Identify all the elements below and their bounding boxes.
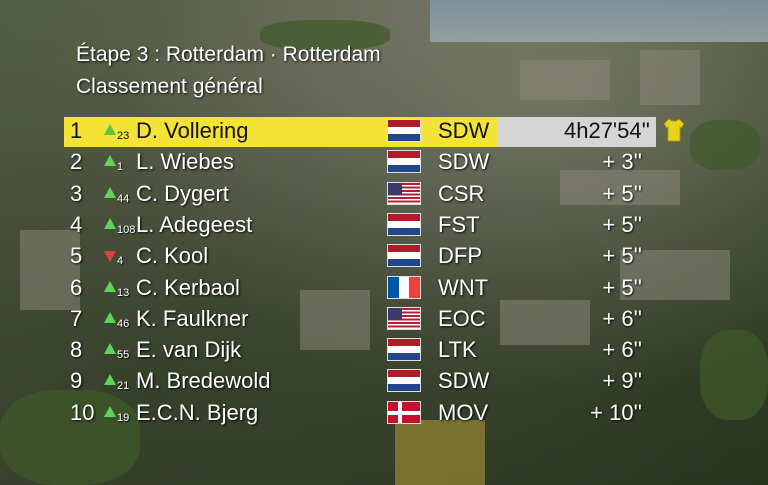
position-change: 1 <box>117 161 124 174</box>
team-code: SDW <box>438 118 490 143</box>
leader-time: 4h27'54'' <box>563 118 650 143</box>
flag-us-icon <box>387 181 421 205</box>
flag-dk-icon <box>387 400 421 424</box>
position-change: 4 <box>117 255 124 268</box>
building-block <box>560 170 680 205</box>
position: 1 <box>70 118 83 143</box>
flag-nl-icon <box>387 150 421 174</box>
position: 9 <box>70 368 83 394</box>
team-code: CSR <box>438 180 485 206</box>
leader-highlight-bar <box>64 117 498 147</box>
position: 10 <box>70 399 95 425</box>
arrow-up-icon <box>104 217 116 229</box>
arrow-up-icon <box>104 405 116 417</box>
river <box>430 0 768 42</box>
standing-row: 8 55 E. van Dijk LTK + 6'' <box>64 336 656 364</box>
team-code: FST <box>438 211 480 237</box>
time-gap: + 5'' <box>602 211 642 237</box>
building-block <box>300 290 370 350</box>
time-gap: + 6'' <box>602 305 642 331</box>
flag-nl-icon <box>387 369 421 393</box>
position-change: 19 <box>117 411 130 424</box>
arrow-up-icon <box>104 155 116 167</box>
tree-cluster <box>700 330 768 420</box>
time-gap: + 5'' <box>602 243 642 269</box>
time-gap: + 5'' <box>602 274 642 300</box>
building-block <box>620 250 730 300</box>
position: 8 <box>70 337 83 363</box>
position-change: 13 <box>117 286 130 299</box>
standing-row: 3 44 C. Dygert CSR + 5'' <box>64 180 656 208</box>
standing-row: 1 23 D. Vollering SDW 4h27'54'' <box>64 117 656 147</box>
rider-name: C. Kool <box>136 243 209 269</box>
position-change: 23 <box>117 130 130 142</box>
classification-title: Classement général <box>76 75 263 98</box>
arrow-up-icon <box>104 374 116 386</box>
arrow-up-icon <box>104 186 116 198</box>
position-change: 21 <box>117 380 130 393</box>
rider-name: K. Faulkner <box>136 305 249 331</box>
position: 5 <box>70 243 83 269</box>
team-code: LTK <box>438 337 477 363</box>
building-block <box>20 230 80 310</box>
standing-row: 6 13 C. Kerbaol WNT + 5'' <box>64 274 656 302</box>
rider-name: L. Wiebes <box>136 149 234 175</box>
team-code: MOV <box>438 399 489 425</box>
rider-name: D. Vollering <box>136 118 249 143</box>
arrow-up-icon <box>104 124 116 135</box>
standing-row: 9 21 M. Bredewold SDW + 9'' <box>64 367 656 395</box>
time-gap: + 9'' <box>602 368 642 394</box>
standing-row: 7 46 K. Faulkner EOC + 6'' <box>64 305 656 333</box>
rider-name: C. Kerbaol <box>136 274 240 300</box>
position-change: 55 <box>117 349 130 362</box>
flag-nl-icon <box>387 119 421 142</box>
position: 3 <box>70 180 83 206</box>
building-block <box>395 420 485 485</box>
team-code: SDW <box>438 368 490 394</box>
flag-us-icon <box>387 306 421 330</box>
flag-nl-icon <box>387 338 421 362</box>
time-gap: + 5'' <box>602 180 642 206</box>
standing-row: 10 19 E.C.N. Bjerg MOV + 10'' <box>64 399 656 427</box>
tree-cluster <box>260 20 390 50</box>
arrow-up-icon <box>104 280 116 292</box>
rider-name: M. Bredewold <box>136 368 271 394</box>
stage-title: Étape 3 : Rotterdam · Rotterdam <box>76 43 381 66</box>
building-block <box>640 50 700 105</box>
time-gap: + 3'' <box>602 149 642 175</box>
building-block <box>500 300 590 345</box>
flag-nl-icon <box>387 244 421 268</box>
team-code: DFP <box>438 243 482 269</box>
standing-row: 2 1 L. Wiebes SDW + 3'' <box>64 148 656 176</box>
flag-fr-icon <box>387 275 421 299</box>
arrow-up-icon <box>104 343 116 355</box>
tree-cluster <box>690 120 760 170</box>
position: 4 <box>70 211 83 237</box>
arrow-up-icon <box>104 311 116 323</box>
team-code: EOC <box>438 305 486 331</box>
position-change: 44 <box>117 192 130 205</box>
tree-cluster <box>0 390 140 485</box>
team-code: SDW <box>438 149 490 175</box>
time-gap: + 10'' <box>590 399 642 425</box>
leader-time-box <box>498 117 656 147</box>
position: 2 <box>70 149 83 175</box>
position: 7 <box>70 305 83 331</box>
position-change: 46 <box>117 317 130 330</box>
rider-name: C. Dygert <box>136 180 229 206</box>
rider-name: L. Adegeest <box>136 211 253 237</box>
position-change: 108 <box>117 223 136 236</box>
standing-row: 5 4 C. Kool DFP + 5'' <box>64 242 656 270</box>
standing-row: 4 108 L. Adegeest FST + 5'' <box>64 211 656 239</box>
rider-name: E.C.N. Bjerg <box>136 399 259 425</box>
rider-name: E. van Dijk <box>136 337 242 363</box>
flag-nl-icon <box>387 212 421 236</box>
time-gap: + 6'' <box>602 337 642 363</box>
team-code: WNT <box>438 274 489 300</box>
arrow-down-icon <box>104 251 116 263</box>
building-block <box>520 60 610 100</box>
position: 6 <box>70 274 83 300</box>
yellow-jersey-icon <box>664 118 684 142</box>
